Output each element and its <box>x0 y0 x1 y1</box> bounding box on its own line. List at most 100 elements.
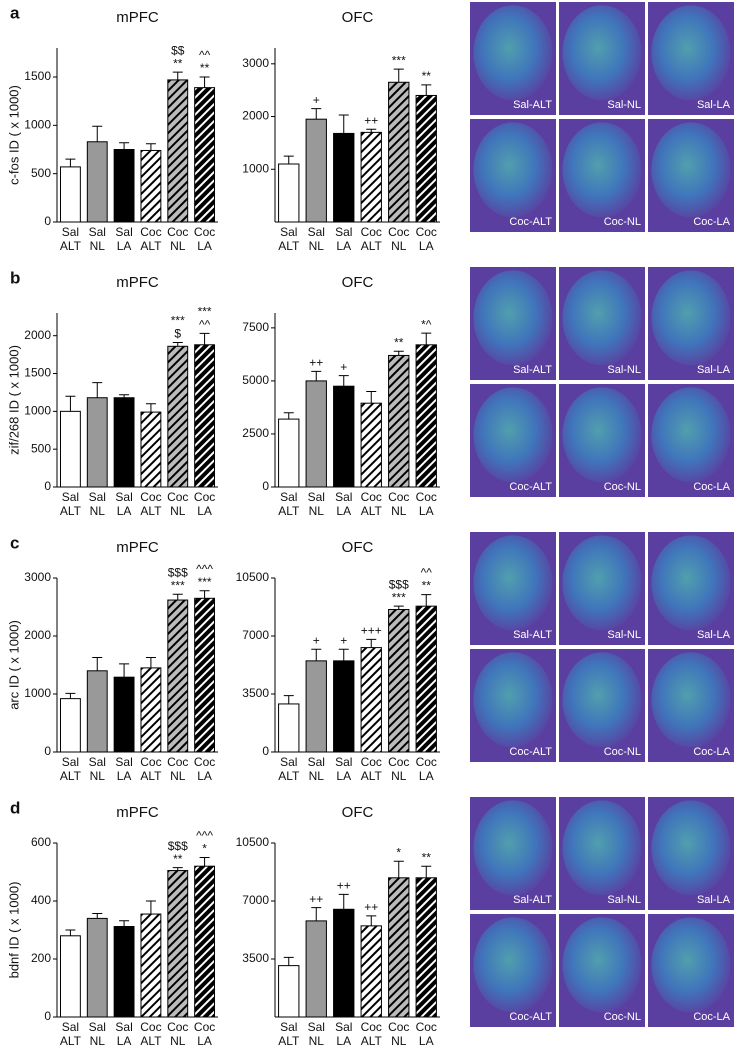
error-bar <box>393 605 404 610</box>
brain-section <box>473 535 553 631</box>
bar <box>113 676 135 753</box>
error-bar <box>172 71 183 80</box>
x-tick-label: Coc <box>140 490 161 504</box>
bar <box>194 344 216 488</box>
image-label: Sal-LA <box>697 629 731 641</box>
x-tick-label: Sal <box>115 755 132 769</box>
x-tick-label: Coc <box>167 755 188 769</box>
bar <box>305 118 327 223</box>
bar <box>167 870 189 1018</box>
significance-label: * <box>202 842 207 856</box>
error-bar <box>119 920 130 927</box>
image-label: Sal-NL <box>607 364 641 376</box>
y-tick-label: 7000 <box>242 628 269 642</box>
x-tick-label: ALT <box>278 1034 300 1048</box>
significance-label: *** <box>171 314 185 328</box>
x-tick-label: NL <box>391 504 407 518</box>
error-bar <box>145 656 156 668</box>
bar <box>333 132 355 223</box>
error-bar <box>145 403 156 413</box>
error-bar <box>366 128 377 133</box>
chart-title: mPFC <box>116 274 159 291</box>
bar <box>388 81 410 223</box>
image-label: Coc-ALT <box>509 216 552 228</box>
chart-title: OFC <box>342 9 374 26</box>
x-tick-label: Coc <box>194 490 215 504</box>
error-bar <box>65 395 76 412</box>
y-tick-label: 3500 <box>242 951 269 965</box>
x-tick-label: Sal <box>115 1020 132 1034</box>
y-tick-label: 1000 <box>24 404 51 418</box>
brain-section <box>473 270 553 366</box>
bar <box>194 597 216 753</box>
significance-label: ** <box>173 56 183 70</box>
bar <box>140 149 162 223</box>
bar <box>415 94 437 223</box>
image-label: Coc-LA <box>693 746 730 758</box>
x-tick-label: Coc <box>167 490 188 504</box>
x-tick-label: LA <box>336 239 351 253</box>
x-tick-label: NL <box>170 239 186 253</box>
error-bar <box>119 394 130 398</box>
x-tick-label: Coc <box>167 1020 188 1034</box>
bar <box>305 920 327 1018</box>
error-bar <box>119 663 130 678</box>
bar <box>415 344 437 488</box>
x-tick-label: LA <box>117 1034 132 1048</box>
y-tick-label: 10500 <box>236 570 270 584</box>
significance-label: + <box>313 633 320 647</box>
error-bar <box>65 692 76 699</box>
image-label: Sal-ALT <box>513 894 552 906</box>
error-bar <box>338 114 349 134</box>
error-bar <box>338 893 349 910</box>
x-tick-label: LA <box>336 504 351 518</box>
brain-section <box>651 652 731 748</box>
x-tick-label: NL <box>170 769 186 783</box>
error-bar <box>65 929 76 936</box>
bar <box>360 647 382 753</box>
image-label: Coc-ALT <box>509 1011 552 1023</box>
x-tick-label: NL <box>391 1034 407 1048</box>
x-tick-label: ALT <box>140 239 162 253</box>
significance-label: ** <box>200 61 210 75</box>
brain-section <box>473 5 553 101</box>
bar <box>113 397 135 488</box>
x-tick-label: LA <box>419 1034 434 1048</box>
x-tick-label: NL <box>391 239 407 253</box>
brain-section <box>473 652 553 748</box>
x-tick-label: Coc <box>361 1020 382 1034</box>
x-tick-label: Coc <box>416 1020 437 1034</box>
brain-section <box>651 387 731 483</box>
panel-letter: a <box>10 3 20 22</box>
y-tick-label: 3000 <box>24 570 51 584</box>
x-tick-label: ALT <box>278 239 300 253</box>
brain-section <box>473 387 553 483</box>
brain-section <box>473 800 553 896</box>
y-tick-label: 2000 <box>24 628 51 642</box>
error-bar <box>65 158 76 167</box>
x-tick-label: Coc <box>388 490 409 504</box>
x-tick-label: Sal <box>115 225 132 239</box>
x-tick-label: ALT <box>60 504 82 518</box>
significance-label: ** <box>394 335 404 349</box>
x-tick-label: Coc <box>416 225 437 239</box>
bar <box>194 865 216 1018</box>
x-tick-label: ALT <box>278 504 300 518</box>
x-tick-label: ALT <box>278 769 300 783</box>
bar <box>113 926 135 1018</box>
panel-letter: d <box>10 798 20 817</box>
y-tick-label: 1500 <box>24 366 51 380</box>
x-tick-label: ALT <box>140 504 162 518</box>
image-label: Coc-LA <box>693 216 730 228</box>
bar <box>305 380 327 488</box>
y-tick-label: 200 <box>31 951 51 965</box>
bar <box>86 397 108 488</box>
significance-label: *** <box>198 305 212 319</box>
error-bar <box>338 375 349 387</box>
x-tick-label: LA <box>197 239 212 253</box>
error-bar <box>311 648 322 661</box>
significance-label: ^^ <box>199 318 211 332</box>
x-tick-label: LA <box>336 1034 351 1048</box>
significance-label: * <box>396 845 401 859</box>
